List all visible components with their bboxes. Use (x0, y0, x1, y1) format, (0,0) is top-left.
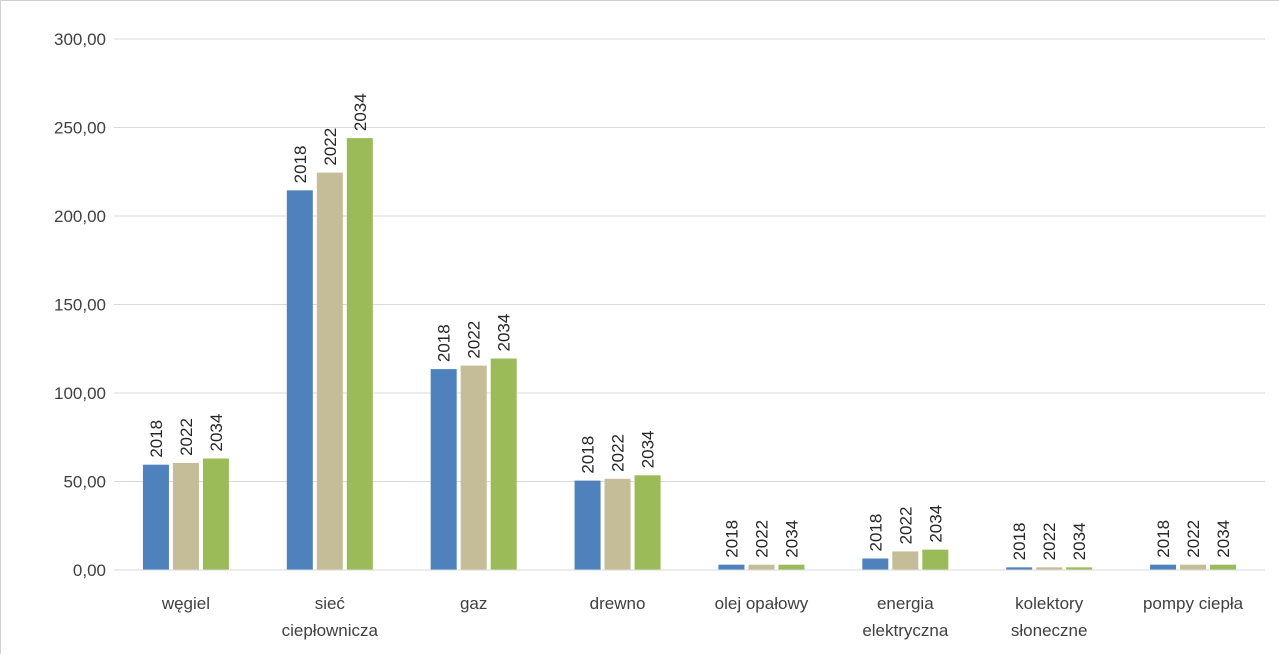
category-label: kolektory (1015, 594, 1084, 613)
bar-2018 (142, 464, 169, 570)
bar-data-label: 2022 (465, 321, 484, 359)
y-tick-label: 300,00 (54, 30, 106, 49)
bar-2034 (778, 564, 805, 570)
category-label: gaz (460, 594, 487, 613)
bar-2034 (202, 458, 229, 570)
category-label: sieć (315, 594, 346, 613)
category-label: pompy ciepła (1143, 594, 1244, 613)
bar-2022 (892, 551, 919, 570)
x-axis-category-labels: węgiel sieć ciepłownicza gaz drewno olej opał… (161, 594, 1244, 640)
bar-data-label: 2022 (1184, 520, 1203, 558)
bar-data-label: 2034 (639, 430, 658, 468)
bar-2018 (1150, 564, 1177, 570)
y-tick-label: 50,00 (63, 473, 106, 492)
category-label: węgiel (161, 594, 210, 613)
bars (142, 138, 1237, 570)
bar-2034 (1210, 564, 1237, 570)
bar-2034 (922, 549, 949, 570)
bar-2022 (748, 564, 775, 570)
bar-data-label: 2018 (1010, 523, 1029, 561)
bar-2018 (430, 369, 457, 570)
bar-data-label: 2018 (579, 436, 598, 474)
bar-data-label: 2022 (321, 128, 340, 166)
category-label: drewno (590, 594, 646, 613)
bar-2022 (460, 365, 487, 570)
y-tick-label: 250,00 (54, 119, 106, 138)
bar-data-label: 2034 (1070, 523, 1089, 561)
bar-data-label: 2018 (147, 420, 166, 458)
bar-data-label: 2018 (722, 520, 741, 558)
y-tick-label: 100,00 (54, 384, 106, 403)
bar-2018 (574, 480, 601, 570)
bar-data-label: 2018 (866, 514, 885, 552)
bar-data-label: 2034 (495, 314, 514, 352)
bar-2022 (1180, 564, 1207, 570)
category-label: ciepłownicza (282, 621, 379, 640)
bar-data-label: 2022 (1040, 523, 1059, 561)
category-label: energia (877, 594, 934, 613)
y-axis-tick-labels: 0,00 50,00 100,00 150,00 200,00 250,00 300,00 (54, 30, 106, 580)
bar-2034 (634, 475, 661, 570)
bar-2022 (1036, 567, 1063, 570)
bar-data-label: 2018 (1154, 520, 1173, 558)
category-label: słoneczne (1011, 621, 1088, 640)
bar-2022 (316, 172, 343, 570)
bar-2018 (1006, 567, 1033, 570)
y-tick-label: 150,00 (54, 296, 106, 315)
category-label: olej opałowy (715, 594, 809, 613)
bar-2022 (604, 478, 631, 570)
gridlines (114, 38, 1265, 482)
bar-data-label: 2018 (435, 324, 454, 362)
category-label: elektryczna (862, 621, 949, 640)
bar-data-label: 2022 (896, 507, 915, 545)
bar-data-label: 2022 (177, 418, 196, 456)
bar-2018 (286, 190, 313, 570)
bar-2034 (1066, 567, 1093, 570)
bar-data-label: 2018 (291, 146, 310, 184)
bar-data-label: 2034 (351, 93, 370, 131)
bar-data-label: 2022 (609, 434, 628, 472)
bar-data-labels: 2018 2022 2034 2018 2022 2034 2018 2022 2034 2018… (147, 93, 1233, 560)
bar-2022 (172, 462, 199, 570)
bar-2018 (718, 564, 745, 570)
y-tick-label: 0,00 (73, 561, 106, 580)
bar-data-label: 2022 (752, 520, 771, 558)
bar-data-label: 2034 (926, 505, 945, 543)
bar-2018 (862, 558, 889, 570)
y-tick-label: 200,00 (54, 207, 106, 226)
bar-2034 (490, 358, 517, 570)
bar-data-label: 2034 (782, 520, 801, 558)
bar-data-label: 2034 (1214, 520, 1233, 558)
bar-data-label: 2034 (207, 414, 226, 452)
bar-2034 (346, 138, 373, 570)
